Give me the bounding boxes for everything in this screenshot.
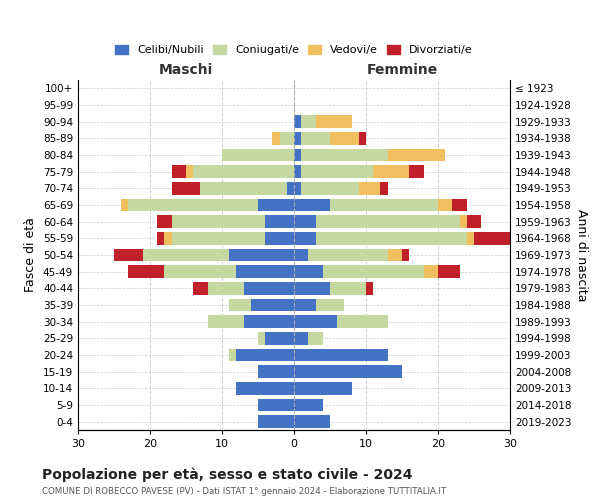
Bar (265, 332, 294, 344)
Text: COMUNE DI ROBECCO PAVESE (PV) - Dati ISTAT 1° gennaio 2024 - Elaborazione TUTTIT: COMUNE DI ROBECCO PAVESE (PV) - Dati IST… (42, 488, 446, 496)
Bar (388, 248, 402, 261)
Bar (402, 248, 409, 261)
Bar (294, 349, 388, 361)
Bar (388, 149, 445, 162)
Bar (236, 382, 294, 394)
Bar (316, 298, 344, 311)
Bar (301, 182, 359, 194)
Text: Femmine: Femmine (367, 62, 437, 76)
Bar (308, 332, 323, 344)
Bar (244, 282, 294, 294)
Bar (294, 266, 323, 278)
Bar (164, 266, 236, 278)
Bar (316, 216, 460, 228)
Bar (280, 132, 294, 144)
Bar (294, 366, 402, 378)
Bar (294, 216, 316, 228)
Bar (172, 182, 200, 194)
Bar (373, 166, 409, 178)
Bar (294, 166, 301, 178)
Bar (380, 182, 388, 194)
Bar (359, 182, 380, 194)
Bar (359, 132, 366, 144)
Bar (172, 232, 265, 244)
Text: Popolazione per età, sesso e stato civile - 2024: Popolazione per età, sesso e stato civil… (42, 468, 413, 482)
Bar (301, 132, 330, 144)
Bar (294, 298, 316, 311)
Bar (294, 282, 330, 294)
Bar (294, 199, 330, 211)
Bar (294, 332, 308, 344)
Bar (128, 199, 258, 211)
Bar (265, 216, 294, 228)
Bar (265, 232, 294, 244)
Bar (258, 199, 294, 211)
Bar (294, 399, 323, 411)
Bar (294, 416, 330, 428)
Bar (424, 266, 438, 278)
Bar (258, 366, 294, 378)
Bar (409, 166, 424, 178)
Bar (294, 149, 301, 162)
Bar (308, 248, 388, 261)
Bar (193, 166, 294, 178)
Bar (294, 182, 301, 194)
Y-axis label: Fasce di età: Fasce di età (25, 218, 37, 292)
Bar (229, 349, 236, 361)
Bar (236, 266, 294, 278)
Bar (366, 282, 373, 294)
Bar (467, 232, 474, 244)
Bar (236, 349, 294, 361)
Bar (272, 132, 280, 144)
Legend: Celibi/Nubili, Coniugati/e, Vedovi/e, Divorziati/e: Celibi/Nubili, Coniugati/e, Vedovi/e, Di… (111, 40, 477, 60)
Bar (460, 216, 467, 228)
Bar (229, 248, 294, 261)
Bar (316, 116, 352, 128)
Bar (244, 316, 294, 328)
Bar (330, 132, 359, 144)
Bar (229, 298, 251, 311)
Bar (258, 416, 294, 428)
Bar (172, 166, 186, 178)
Bar (121, 199, 128, 211)
Bar (258, 399, 294, 411)
Bar (172, 216, 265, 228)
Bar (157, 232, 164, 244)
Bar (330, 282, 366, 294)
Bar (337, 316, 388, 328)
Bar (208, 282, 244, 294)
Bar (294, 116, 301, 128)
Bar (164, 232, 172, 244)
Bar (258, 332, 265, 344)
Bar (474, 232, 510, 244)
Bar (316, 232, 467, 244)
Bar (294, 316, 337, 328)
Bar (467, 216, 481, 228)
Text: Maschi: Maschi (159, 62, 213, 76)
Bar (323, 266, 424, 278)
Bar (157, 216, 172, 228)
Bar (301, 166, 373, 178)
Bar (128, 266, 164, 278)
Bar (294, 132, 301, 144)
Bar (193, 282, 208, 294)
Bar (330, 199, 438, 211)
Bar (287, 182, 294, 194)
Y-axis label: Anni di nascita: Anni di nascita (575, 209, 588, 301)
Bar (294, 248, 308, 261)
Bar (114, 248, 143, 261)
Bar (294, 382, 352, 394)
Bar (452, 199, 467, 211)
Bar (301, 149, 388, 162)
Bar (251, 298, 294, 311)
Bar (294, 232, 316, 244)
Bar (301, 116, 316, 128)
Bar (208, 316, 244, 328)
Bar (143, 248, 229, 261)
Bar (438, 266, 460, 278)
Bar (222, 149, 294, 162)
Bar (186, 166, 193, 178)
Bar (200, 182, 287, 194)
Bar (438, 199, 452, 211)
